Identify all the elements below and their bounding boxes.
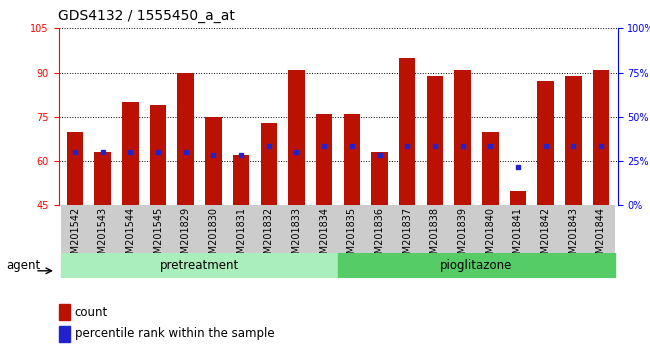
Bar xyxy=(316,114,332,205)
Text: agent: agent xyxy=(6,259,41,272)
Text: GSM201545: GSM201545 xyxy=(153,207,163,266)
Bar xyxy=(560,205,587,253)
Text: GSM201838: GSM201838 xyxy=(430,207,440,266)
Text: count: count xyxy=(75,306,108,319)
Text: GSM201835: GSM201835 xyxy=(347,207,357,266)
Text: GSM201834: GSM201834 xyxy=(319,207,329,266)
Text: GSM201843: GSM201843 xyxy=(568,207,578,266)
Bar xyxy=(150,105,166,205)
Text: GSM201839: GSM201839 xyxy=(458,207,467,266)
Text: GSM201831: GSM201831 xyxy=(236,207,246,266)
Bar xyxy=(344,114,360,205)
Bar xyxy=(172,205,200,253)
Text: GDS4132 / 1555450_a_at: GDS4132 / 1555450_a_at xyxy=(58,9,235,23)
Text: GSM201829: GSM201829 xyxy=(181,207,191,266)
Text: GSM201830: GSM201830 xyxy=(209,207,218,266)
Text: GSM201832: GSM201832 xyxy=(264,207,274,266)
Bar xyxy=(122,102,138,205)
Bar xyxy=(283,205,310,253)
Text: GSM201842: GSM201842 xyxy=(541,207,551,266)
Text: GSM201543: GSM201543 xyxy=(98,207,108,266)
Bar xyxy=(61,253,338,278)
Bar xyxy=(448,205,476,253)
Text: GSM201542: GSM201542 xyxy=(70,207,80,266)
Bar xyxy=(538,81,554,205)
Bar xyxy=(200,205,227,253)
Bar xyxy=(476,205,504,253)
Bar xyxy=(593,70,609,205)
Text: GSM201833: GSM201833 xyxy=(291,207,302,266)
Bar xyxy=(233,155,250,205)
Bar xyxy=(366,205,393,253)
Bar xyxy=(338,205,366,253)
Bar xyxy=(61,205,89,253)
Text: GSM201840: GSM201840 xyxy=(485,207,495,266)
Text: GSM201837: GSM201837 xyxy=(402,207,412,266)
Bar xyxy=(587,205,615,253)
Bar xyxy=(482,132,499,205)
Bar xyxy=(510,190,526,205)
Text: pioglitazone: pioglitazone xyxy=(440,259,513,272)
Bar xyxy=(94,152,111,205)
Bar xyxy=(532,205,560,253)
Bar xyxy=(399,58,415,205)
Text: GSM201841: GSM201841 xyxy=(513,207,523,266)
Bar xyxy=(261,123,277,205)
Bar xyxy=(504,205,532,253)
Bar xyxy=(177,73,194,205)
Bar xyxy=(565,75,582,205)
Bar xyxy=(67,132,83,205)
Bar xyxy=(310,205,338,253)
Bar xyxy=(116,205,144,253)
Bar xyxy=(426,75,443,205)
Text: pretreatment: pretreatment xyxy=(160,259,239,272)
Bar xyxy=(393,205,421,253)
Text: GSM201844: GSM201844 xyxy=(596,207,606,266)
Bar xyxy=(255,205,283,253)
Text: GSM201836: GSM201836 xyxy=(374,207,385,266)
Text: GSM201544: GSM201544 xyxy=(125,207,135,266)
Bar xyxy=(371,152,388,205)
Bar xyxy=(338,253,615,278)
Text: percentile rank within the sample: percentile rank within the sample xyxy=(75,327,274,340)
Bar xyxy=(205,117,222,205)
Bar xyxy=(288,70,305,205)
Bar xyxy=(89,205,116,253)
Bar xyxy=(421,205,448,253)
Bar xyxy=(144,205,172,253)
Bar xyxy=(227,205,255,253)
Bar xyxy=(454,70,471,205)
